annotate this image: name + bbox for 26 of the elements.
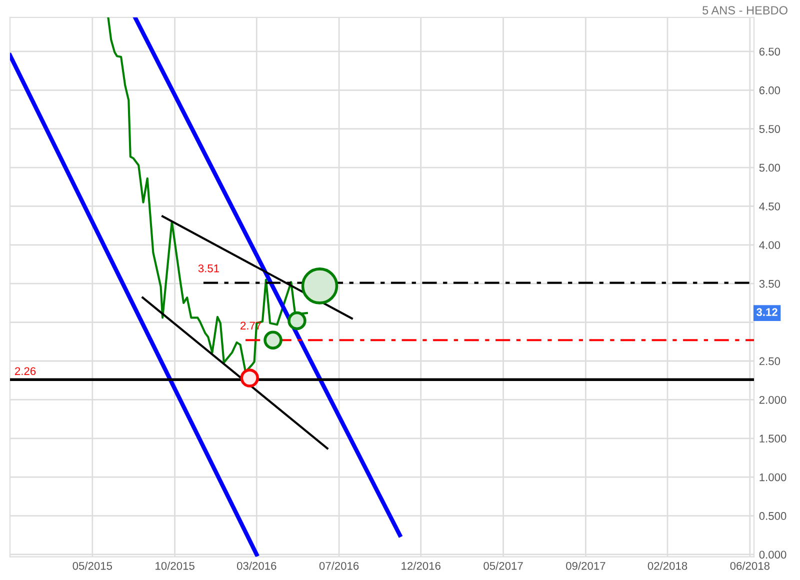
y-tick-label: 4.50 xyxy=(759,202,780,210)
y-tick-label: 1.000 xyxy=(760,473,786,482)
y-tick-label: 4.00 xyxy=(759,241,780,250)
ref-line-label: 2.26 xyxy=(15,367,36,376)
y-tick-label: 0.000 xyxy=(759,550,786,559)
x-tick-label: 05/2015 xyxy=(72,562,112,570)
y-tick-label: 6.00 xyxy=(759,86,780,94)
y-tick-label: 6.50 xyxy=(759,48,780,56)
y-tick-label: 5.00 xyxy=(759,164,780,172)
y-tick-label: 3.50 xyxy=(759,280,780,288)
y-tick-label: 1.500 xyxy=(760,434,786,443)
chart-title: 5 ANS - HEBDO xyxy=(702,6,788,14)
x-tick-label: 02/2018 xyxy=(648,562,688,570)
x-tick-label: 06/2018 xyxy=(730,562,770,570)
x-tick-label: 12/2016 xyxy=(402,562,440,570)
x-tick-label: 07/2016 xyxy=(319,562,359,570)
y-tick-label: 0.500 xyxy=(759,512,786,520)
y-tick-label: 5.50 xyxy=(759,125,780,133)
x-tick-label: 03/2016 xyxy=(236,562,276,570)
y-tick-label: 2.000 xyxy=(759,396,786,404)
x-tick-label: 10/2015 xyxy=(156,562,194,570)
text: 3.12 xyxy=(756,308,778,316)
x-tick-label: 09/2017 xyxy=(566,562,606,570)
x-tick-label: 05/2017 xyxy=(484,562,523,570)
annotation: 3.51 xyxy=(198,264,219,272)
y-tick-label: 2.50 xyxy=(759,357,780,366)
